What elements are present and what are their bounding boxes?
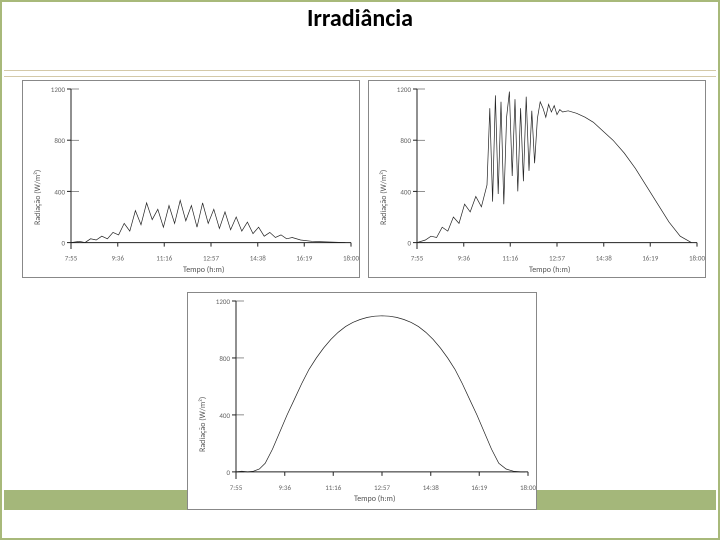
irradiance-cloudy-line: [71, 200, 345, 242]
decorative-line-2: [4, 76, 716, 77]
svg-text:12:57: 12:57: [549, 254, 566, 263]
irradiance-cloudy-ylabel: Radiação (W/m²): [33, 170, 43, 225]
svg-text:800: 800: [400, 136, 411, 145]
svg-text:400: 400: [219, 411, 230, 420]
irradiance-variable-panel: 0 400 800 1200 7:55 9:36 11:16 12:57 14:38 16:19 1…: [368, 80, 706, 278]
svg-text:11:16: 11:16: [325, 483, 342, 492]
svg-text:14:38: 14:38: [423, 483, 440, 492]
svg-text:0: 0: [226, 468, 230, 477]
svg-text:14:38: 14:38: [596, 254, 613, 263]
svg-text:7:55: 7:55: [65, 254, 78, 263]
svg-text:11:16: 11:16: [156, 254, 173, 263]
svg-text:0: 0: [407, 239, 411, 248]
slide-title: Irradiância: [2, 4, 718, 33]
irradiance-variable-ylabel: Radiação (W/m²): [379, 170, 389, 225]
svg-text:1200: 1200: [216, 297, 231, 306]
svg-text:9:36: 9:36: [111, 254, 124, 263]
svg-text:7:55: 7:55: [411, 254, 424, 263]
svg-text:400: 400: [400, 187, 411, 196]
svg-text:14:38: 14:38: [250, 254, 267, 263]
svg-text:0: 0: [61, 239, 65, 248]
svg-text:1200: 1200: [51, 85, 66, 94]
irradiance-cloudy-panel: 0 400 800 1200 7:55 9:36 11:16 12:57 14:38 16:19 1…: [22, 80, 360, 278]
irradiance-clear-line: [236, 316, 525, 472]
irradiance-clear-xlabel: Tempo (h:m): [354, 494, 395, 504]
svg-text:800: 800: [54, 136, 65, 145]
irradiance-clear-svg: 0 400 800 1200 7:55 9:36 11:16 12:57 14:38 16:19 1…: [188, 293, 538, 511]
svg-text:12:57: 12:57: [203, 254, 220, 263]
irradiance-clear-ylabel: Radiação (W/m²): [198, 397, 208, 452]
svg-text:9:36: 9:36: [457, 254, 470, 263]
svg-text:18:00: 18:00: [689, 254, 706, 263]
irradiance-variable-svg: 0 400 800 1200 7:55 9:36 11:16 12:57 14:38 16:19 1…: [369, 81, 707, 279]
svg-text:12:57: 12:57: [374, 483, 391, 492]
irradiance-cloudy-xlabel: Tempo (h:m): [183, 265, 224, 275]
svg-text:16:19: 16:19: [471, 483, 488, 492]
svg-text:1200: 1200: [397, 85, 412, 94]
svg-text:800: 800: [219, 354, 230, 363]
irradiance-cloudy-svg: 0 400 800 1200 7:55 9:36 11:16 12:57 14:38 16:19 1…: [23, 81, 361, 279]
svg-text:11:16: 11:16: [502, 254, 519, 263]
irradiance-variable-xlabel: Tempo (h:m): [529, 265, 570, 275]
svg-text:9:36: 9:36: [278, 483, 291, 492]
decorative-line-1: [4, 70, 716, 71]
svg-text:16:19: 16:19: [296, 254, 313, 263]
irradiance-clear-panel: 0 400 800 1200 7:55 9:36 11:16 12:57 14:38 16:19 1…: [187, 292, 537, 510]
svg-text:7:55: 7:55: [230, 483, 243, 492]
svg-text:18:00: 18:00: [343, 254, 360, 263]
slide-frame: Irradiância 0 400 800 1200 7:55 9:36 11:16 12:5…: [0, 0, 720, 540]
irradiance-variable-line: [417, 92, 691, 243]
svg-text:18:00: 18:00: [520, 483, 537, 492]
svg-text:400: 400: [54, 187, 65, 196]
svg-text:16:19: 16:19: [642, 254, 659, 263]
